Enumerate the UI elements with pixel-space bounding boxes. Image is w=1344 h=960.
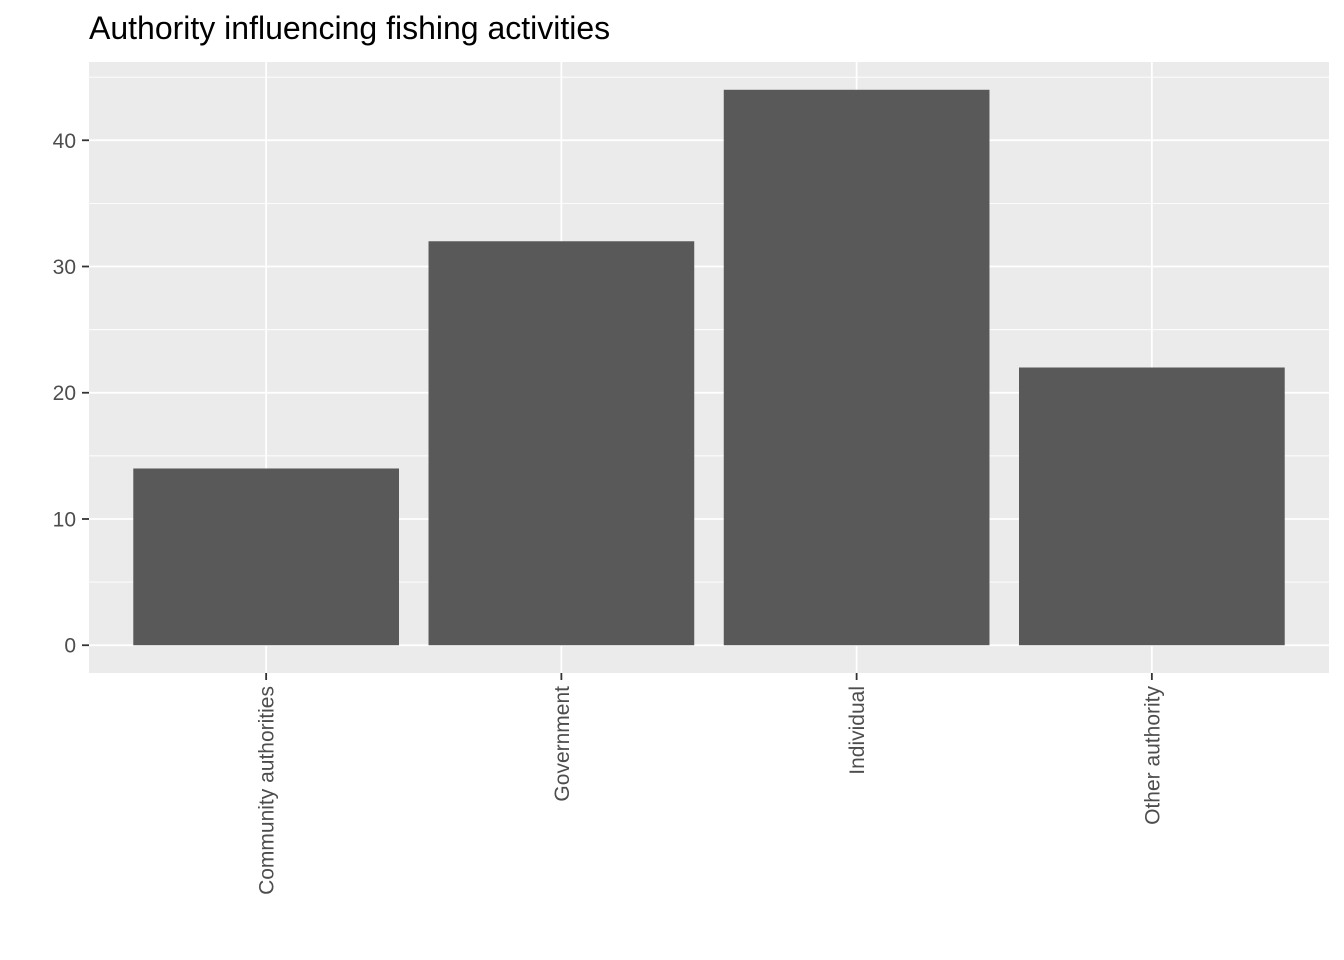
y-tick-label: 40 <box>53 130 76 153</box>
x-tick-label: Government <box>551 686 574 802</box>
y-tick-label: 10 <box>53 508 76 531</box>
bar-other-authority <box>1019 367 1285 646</box>
x-tick-label: Other authority <box>1141 686 1164 825</box>
x-tick-label: Individual <box>846 686 869 775</box>
chart-title: Authority influencing fishing activities <box>89 10 611 46</box>
y-tick-label: 30 <box>53 256 76 279</box>
bar-community-authorities <box>133 468 400 646</box>
bar-government <box>428 241 695 646</box>
y-tick-label: 20 <box>53 382 76 405</box>
x-tick-label: Community authorities <box>256 686 279 895</box>
y-tick-label: 0 <box>64 635 76 658</box>
x-axis: Community authorities Government Individua… <box>256 673 1164 895</box>
y-axis: 0 10 20 30 40 <box>53 130 89 658</box>
bars <box>133 89 1285 646</box>
bar-individual <box>723 89 990 646</box>
